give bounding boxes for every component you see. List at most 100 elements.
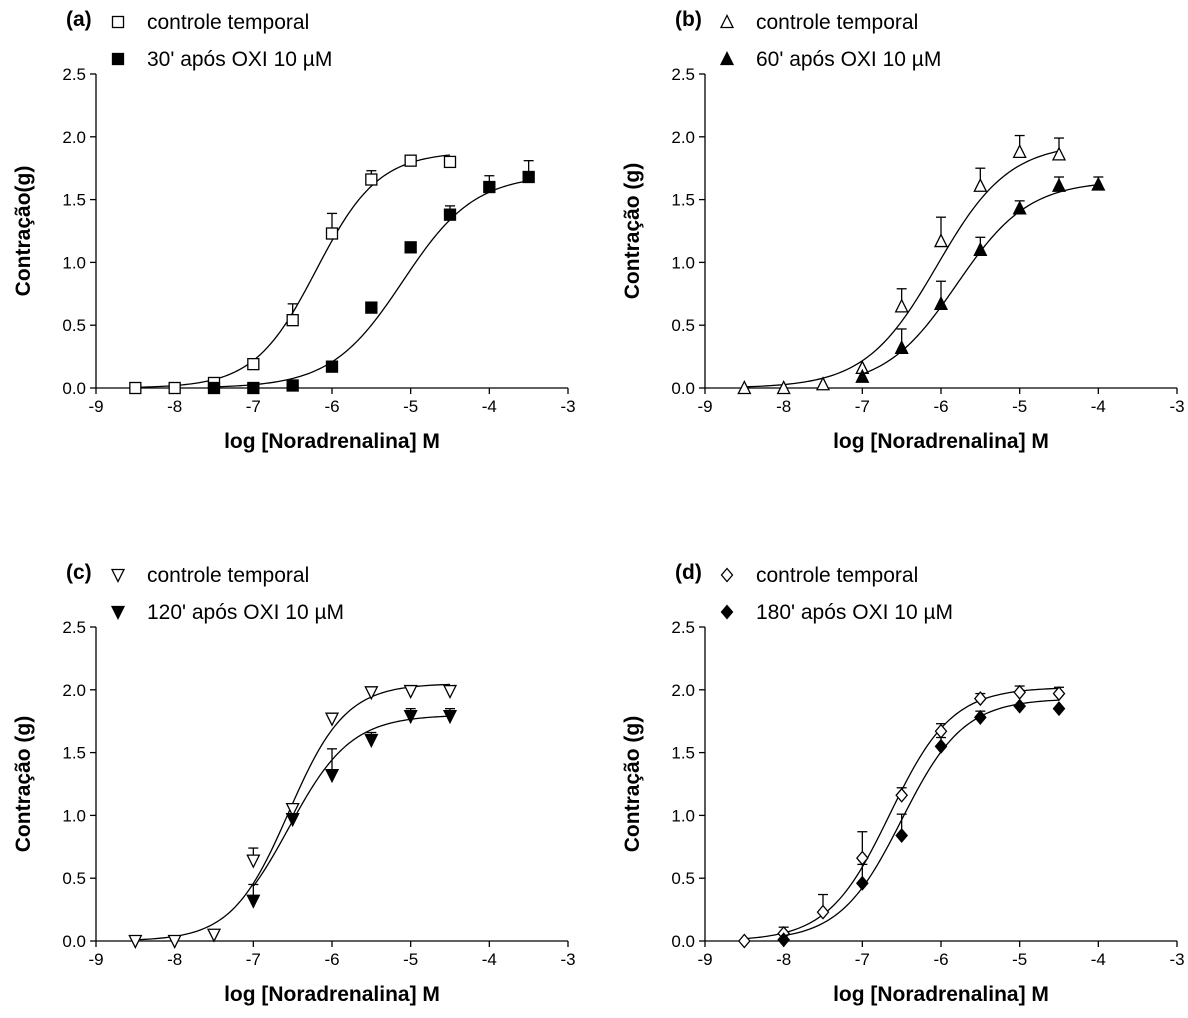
legend-entry: 30' após OXI 10 µM — [147, 48, 332, 71]
data-point — [855, 875, 869, 891]
y-tick-label: 2.5 — [671, 65, 695, 84]
panel-label: (d) — [675, 561, 702, 584]
legend-entry: controle temporal — [147, 564, 309, 587]
data-point — [365, 173, 378, 186]
data-point — [776, 380, 791, 395]
x-tick-label: -9 — [697, 950, 712, 969]
x-tick-label: -8 — [776, 397, 791, 416]
data-point — [777, 932, 791, 948]
legend-marker — [110, 568, 126, 583]
x-tick-label: -7 — [855, 397, 870, 416]
x-tick-label: -5 — [403, 950, 418, 969]
legend-marker — [719, 51, 735, 66]
series-1 — [737, 684, 1066, 949]
y-tick-label: 0.0 — [671, 932, 695, 951]
x-tick-label: -9 — [697, 397, 712, 416]
y-tick-label: 0.5 — [671, 869, 695, 888]
x-tick-label: -5 — [1012, 397, 1027, 416]
data-point — [403, 684, 418, 700]
data-point — [973, 177, 988, 192]
y-tick-label: 2.0 — [62, 681, 86, 700]
x-tick-label: -3 — [1169, 397, 1184, 416]
data-point — [247, 357, 260, 371]
data-point — [442, 684, 458, 700]
y-tick-label: 1.5 — [62, 191, 86, 210]
data-point — [286, 314, 299, 327]
data-point — [129, 381, 142, 395]
legend-marker — [720, 604, 734, 620]
y-tick-label: 1.5 — [62, 744, 86, 763]
data-point — [442, 710, 458, 725]
data-point — [934, 723, 948, 739]
data-point — [737, 933, 751, 949]
fit-curve — [213, 180, 529, 388]
x-tick-label: -6 — [324, 950, 339, 969]
data-point — [1013, 684, 1027, 700]
data-point — [246, 894, 261, 909]
data-point — [1091, 176, 1106, 191]
data-point — [325, 227, 339, 240]
legend-marker — [111, 15, 125, 29]
data-point — [934, 738, 948, 754]
x-tick-label: -3 — [560, 950, 575, 969]
data-point — [894, 298, 909, 313]
data-point — [1012, 200, 1027, 215]
x-tick-label: -7 — [855, 950, 870, 969]
data-point — [1012, 143, 1027, 159]
y-axis-title: Contração (g) — [12, 716, 35, 853]
data-point — [895, 827, 909, 844]
data-point — [522, 170, 535, 184]
data-point — [365, 301, 378, 314]
legend-entry: controle temporal — [147, 11, 309, 34]
panel-b: -9 -8 -7 -6 -5 -4 -3 0.0 0.5 1.0 1.5 2.0 2.5 log [Nor… — [621, 8, 1185, 453]
data-point — [973, 691, 987, 707]
legend-marker — [720, 567, 734, 583]
data-point — [973, 709, 987, 725]
legend-entry: 60' após OXI 10 µM — [756, 48, 941, 71]
series-1 — [129, 154, 457, 395]
data-point — [933, 233, 949, 248]
y-tick-label: 1.5 — [671, 744, 695, 763]
y-axis-title: Contração(g) — [12, 166, 35, 297]
y-tick-label: 1.0 — [62, 806, 86, 825]
y-tick-label: 1.0 — [62, 253, 86, 272]
x-tick-label: -5 — [403, 397, 418, 416]
data-point — [246, 854, 261, 869]
x-axis-title: log [Noradrenalina] M — [833, 983, 1049, 1006]
legend-marker — [719, 14, 735, 29]
y-tick-label: 0.0 — [671, 379, 695, 398]
series-2 — [777, 698, 1066, 948]
x-tick-label: -4 — [1091, 950, 1106, 969]
y-tick-label: 1.0 — [671, 253, 695, 272]
data-point — [895, 787, 909, 803]
data-point — [933, 295, 949, 310]
data-point — [894, 339, 909, 354]
data-point — [206, 928, 222, 943]
data-point — [737, 380, 752, 395]
data-point — [324, 712, 340, 727]
x-tick-label: -8 — [167, 950, 182, 969]
x-tick-label: -3 — [560, 397, 575, 416]
fit-curve — [783, 699, 1060, 937]
y-tick-label: 0.0 — [62, 932, 86, 951]
data-point — [1013, 698, 1027, 714]
legend-entry: controle temporal — [756, 11, 918, 34]
x-tick-label: -7 — [246, 397, 261, 416]
series-1 — [737, 134, 1067, 395]
data-point — [285, 802, 300, 818]
y-tick-label: 2.5 — [62, 618, 86, 637]
y-tick-label: 2.0 — [671, 681, 695, 700]
panel-label: (a) — [66, 8, 92, 31]
fit-curve — [135, 154, 451, 388]
y-tick-label: 0.5 — [62, 316, 86, 335]
y-tick-label: 1.0 — [671, 806, 695, 825]
data-point — [404, 154, 417, 167]
series-2 — [246, 707, 458, 909]
data-point — [324, 769, 340, 784]
data-point — [167, 934, 182, 949]
legend-marker — [110, 605, 126, 620]
data-point — [1051, 177, 1067, 192]
x-tick-label: -6 — [933, 397, 948, 416]
x-tick-label: -8 — [167, 397, 182, 416]
data-point — [855, 368, 870, 383]
